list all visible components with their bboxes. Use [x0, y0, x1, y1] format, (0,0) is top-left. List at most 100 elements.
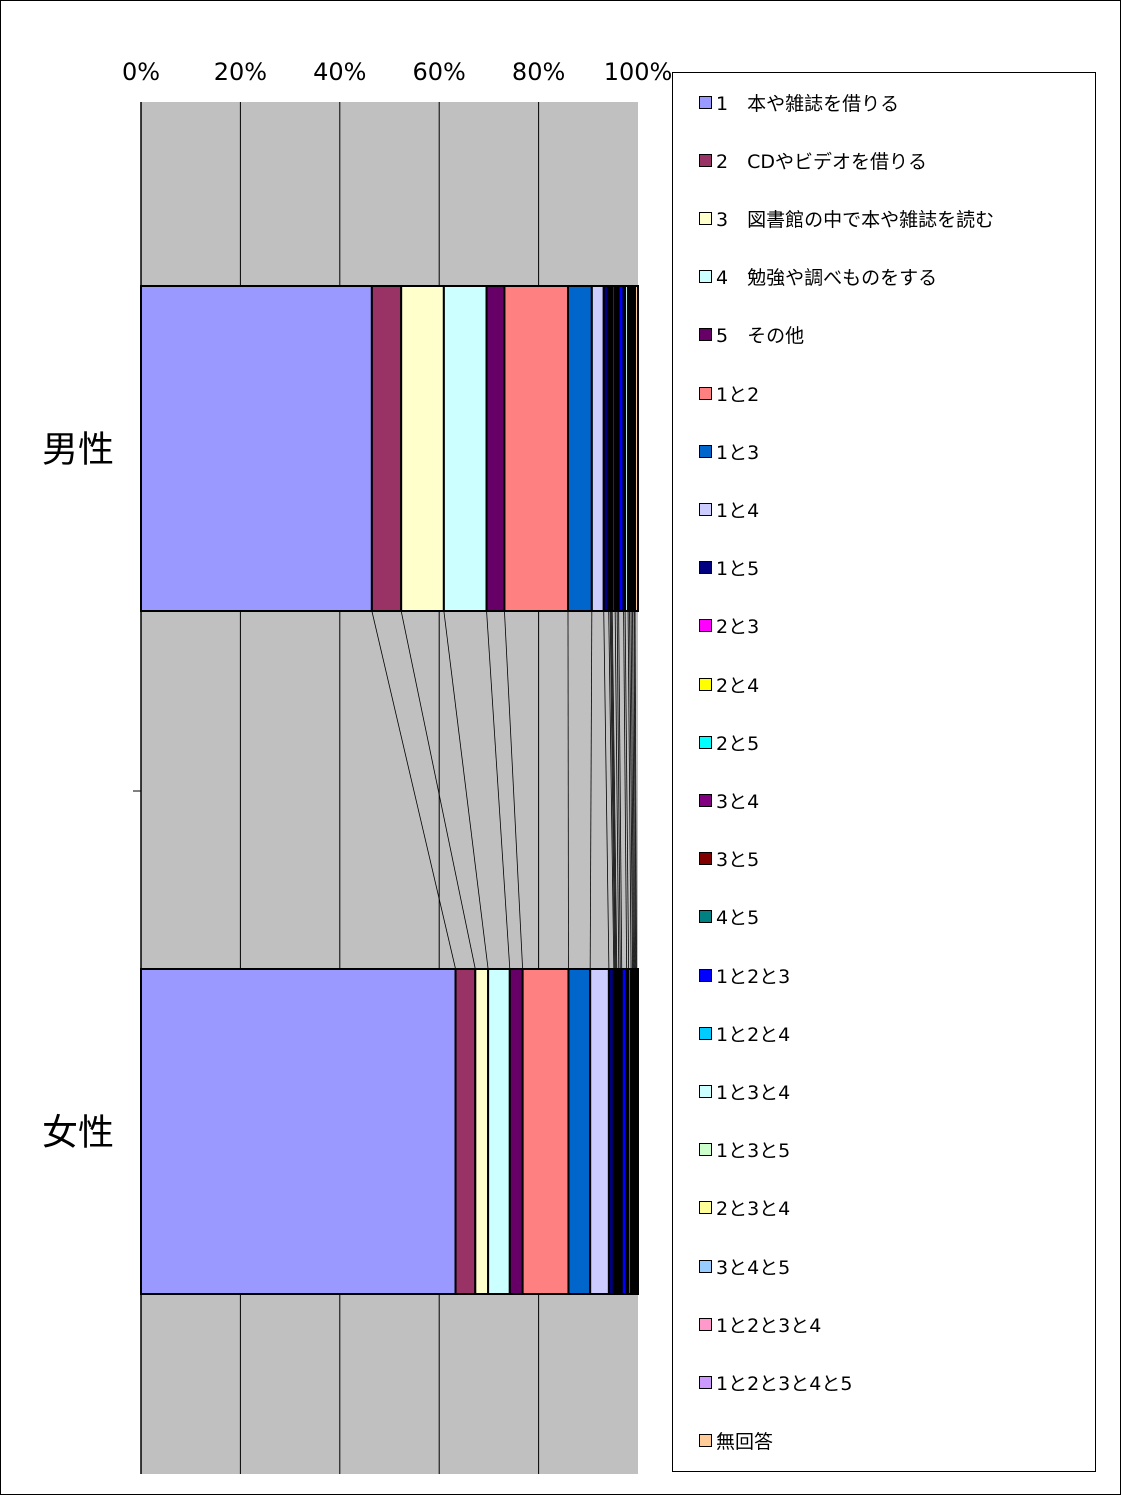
bar-segment [474, 968, 490, 1295]
legend-label: 3 図書館の中で本や雑誌を読む [716, 208, 995, 231]
legend-entry: 3と5 [699, 847, 759, 871]
legend-label: 2と5 [716, 732, 760, 755]
x-tick-label: 80% [512, 58, 565, 86]
series-line [603, 610, 610, 970]
legend-swatch [699, 619, 712, 633]
legend-swatch [699, 561, 712, 575]
bar-segment [635, 968, 639, 1295]
legend-entry: 1 本や雑誌を借りる [699, 90, 900, 115]
series-line [611, 610, 618, 970]
legend-swatch [699, 735, 712, 749]
legend-swatch [699, 852, 712, 866]
legend-entry: 2と4 [699, 672, 760, 697]
legend-entry: 無回答 [699, 1429, 773, 1453]
bar-segment [503, 285, 569, 612]
bar-segment [400, 285, 445, 612]
legend-label: 5 その他 [716, 325, 805, 348]
x-tick-label: 20% [214, 58, 267, 86]
legend-entry: 1と4 [699, 497, 760, 522]
legend-label: 1と2と3と4 [716, 1314, 822, 1337]
legend-swatch [699, 1201, 712, 1215]
legend-entry: 2と3 [699, 614, 759, 638]
legend-label: 1と4 [716, 499, 760, 522]
legend-label: 4と5 [716, 907, 760, 930]
series-line [504, 610, 524, 970]
legend-swatch [699, 270, 712, 284]
legend-label: 3と4 [716, 790, 760, 813]
series-line [614, 610, 620, 970]
series-line [616, 610, 621, 970]
legend-swatch [699, 328, 712, 342]
bar-segment [140, 968, 457, 1295]
series-line [632, 610, 635, 970]
series-line [623, 610, 628, 970]
legend-entry: 1と3と4 [699, 1079, 791, 1104]
x-tick-label: 0% [122, 58, 160, 86]
legend-entry: 2 CDやビデオを借りる [699, 148, 927, 173]
x-tick-label: 40% [313, 58, 366, 86]
legend-label: 3と4と5 [716, 1256, 791, 1279]
legend-swatch [699, 1317, 712, 1331]
series-line [627, 610, 632, 970]
legend-label: 1と2 [716, 383, 760, 406]
legend-swatch [699, 1084, 712, 1098]
legend-entry: 1と3と5 [699, 1138, 790, 1162]
bar-segment [140, 285, 373, 612]
series-line [624, 610, 630, 970]
legend-label: 無回答 [716, 1431, 774, 1454]
legend-label: 2と4 [716, 674, 760, 697]
legend-label: 1と2と3 [716, 965, 791, 988]
legend: 1 本や雑誌を借りる 2 CDやビデオを借りる 3 図書館の中で本や雑誌を読む 4 勉… [672, 72, 1096, 1472]
bar-segment [370, 285, 403, 612]
legend-label: 1と2と4 [716, 1023, 791, 1046]
legend-entry: 3と4 [699, 788, 760, 813]
legend-label: 3と5 [716, 849, 760, 872]
category-label: 女性 [42, 1113, 114, 1154]
legend-swatch [699, 153, 712, 167]
legend-swatch [699, 444, 712, 458]
category-label: 男性 [42, 430, 114, 471]
series-line [486, 610, 511, 970]
legend-label: 2と3と4 [716, 1198, 791, 1221]
legend-swatch [699, 968, 712, 982]
series-line [608, 610, 615, 970]
bar-segment [454, 968, 477, 1295]
bar-segment [521, 968, 570, 1295]
legend-swatch [699, 1026, 712, 1040]
legend-swatch [699, 95, 712, 109]
legend-entry: 1と2と3 [699, 963, 791, 988]
legend-entry: 1と2と3と4 [699, 1312, 822, 1337]
legend-swatch [699, 910, 712, 924]
legend-label: 2と3 [716, 616, 760, 639]
legend-swatch [699, 1143, 712, 1157]
bar-segment [589, 968, 610, 1295]
legend-entry: 1と3 [699, 439, 760, 464]
bar-segment [442, 285, 488, 612]
series-line [629, 610, 633, 970]
legend-entry: 2と3と4 [699, 1196, 790, 1220]
legend-entry: 5 その他 [699, 323, 804, 347]
legend-label: 1と3と5 [716, 1140, 791, 1163]
legend-label: 2 CDやビデオを借りる [716, 150, 927, 173]
legend-swatch [699, 793, 712, 807]
legend-entry: 3 図書館の中で本や雑誌を読む [699, 206, 995, 231]
bar-segment [508, 968, 524, 1295]
bar-segment [485, 285, 506, 612]
series-line [589, 610, 593, 970]
series-line [618, 610, 623, 970]
legend-swatch [699, 386, 712, 400]
bar-segment [590, 285, 605, 612]
legend-swatch [699, 211, 712, 225]
legend-swatch [699, 502, 712, 516]
legend-label: 1と3と4 [716, 1081, 791, 1104]
legend-label: 4 勉強や調べものをする [716, 267, 938, 290]
series-line [630, 610, 634, 970]
legend-label: 1と3 [716, 441, 760, 464]
x-tick-label: 60% [413, 58, 466, 86]
legend-label: 1 本や雑誌を借りる [716, 92, 900, 115]
bar-segment [634, 285, 640, 612]
legend-entry: 3と4と5 [699, 1254, 791, 1279]
series-line [400, 610, 476, 970]
legend-swatch [699, 1259, 712, 1273]
